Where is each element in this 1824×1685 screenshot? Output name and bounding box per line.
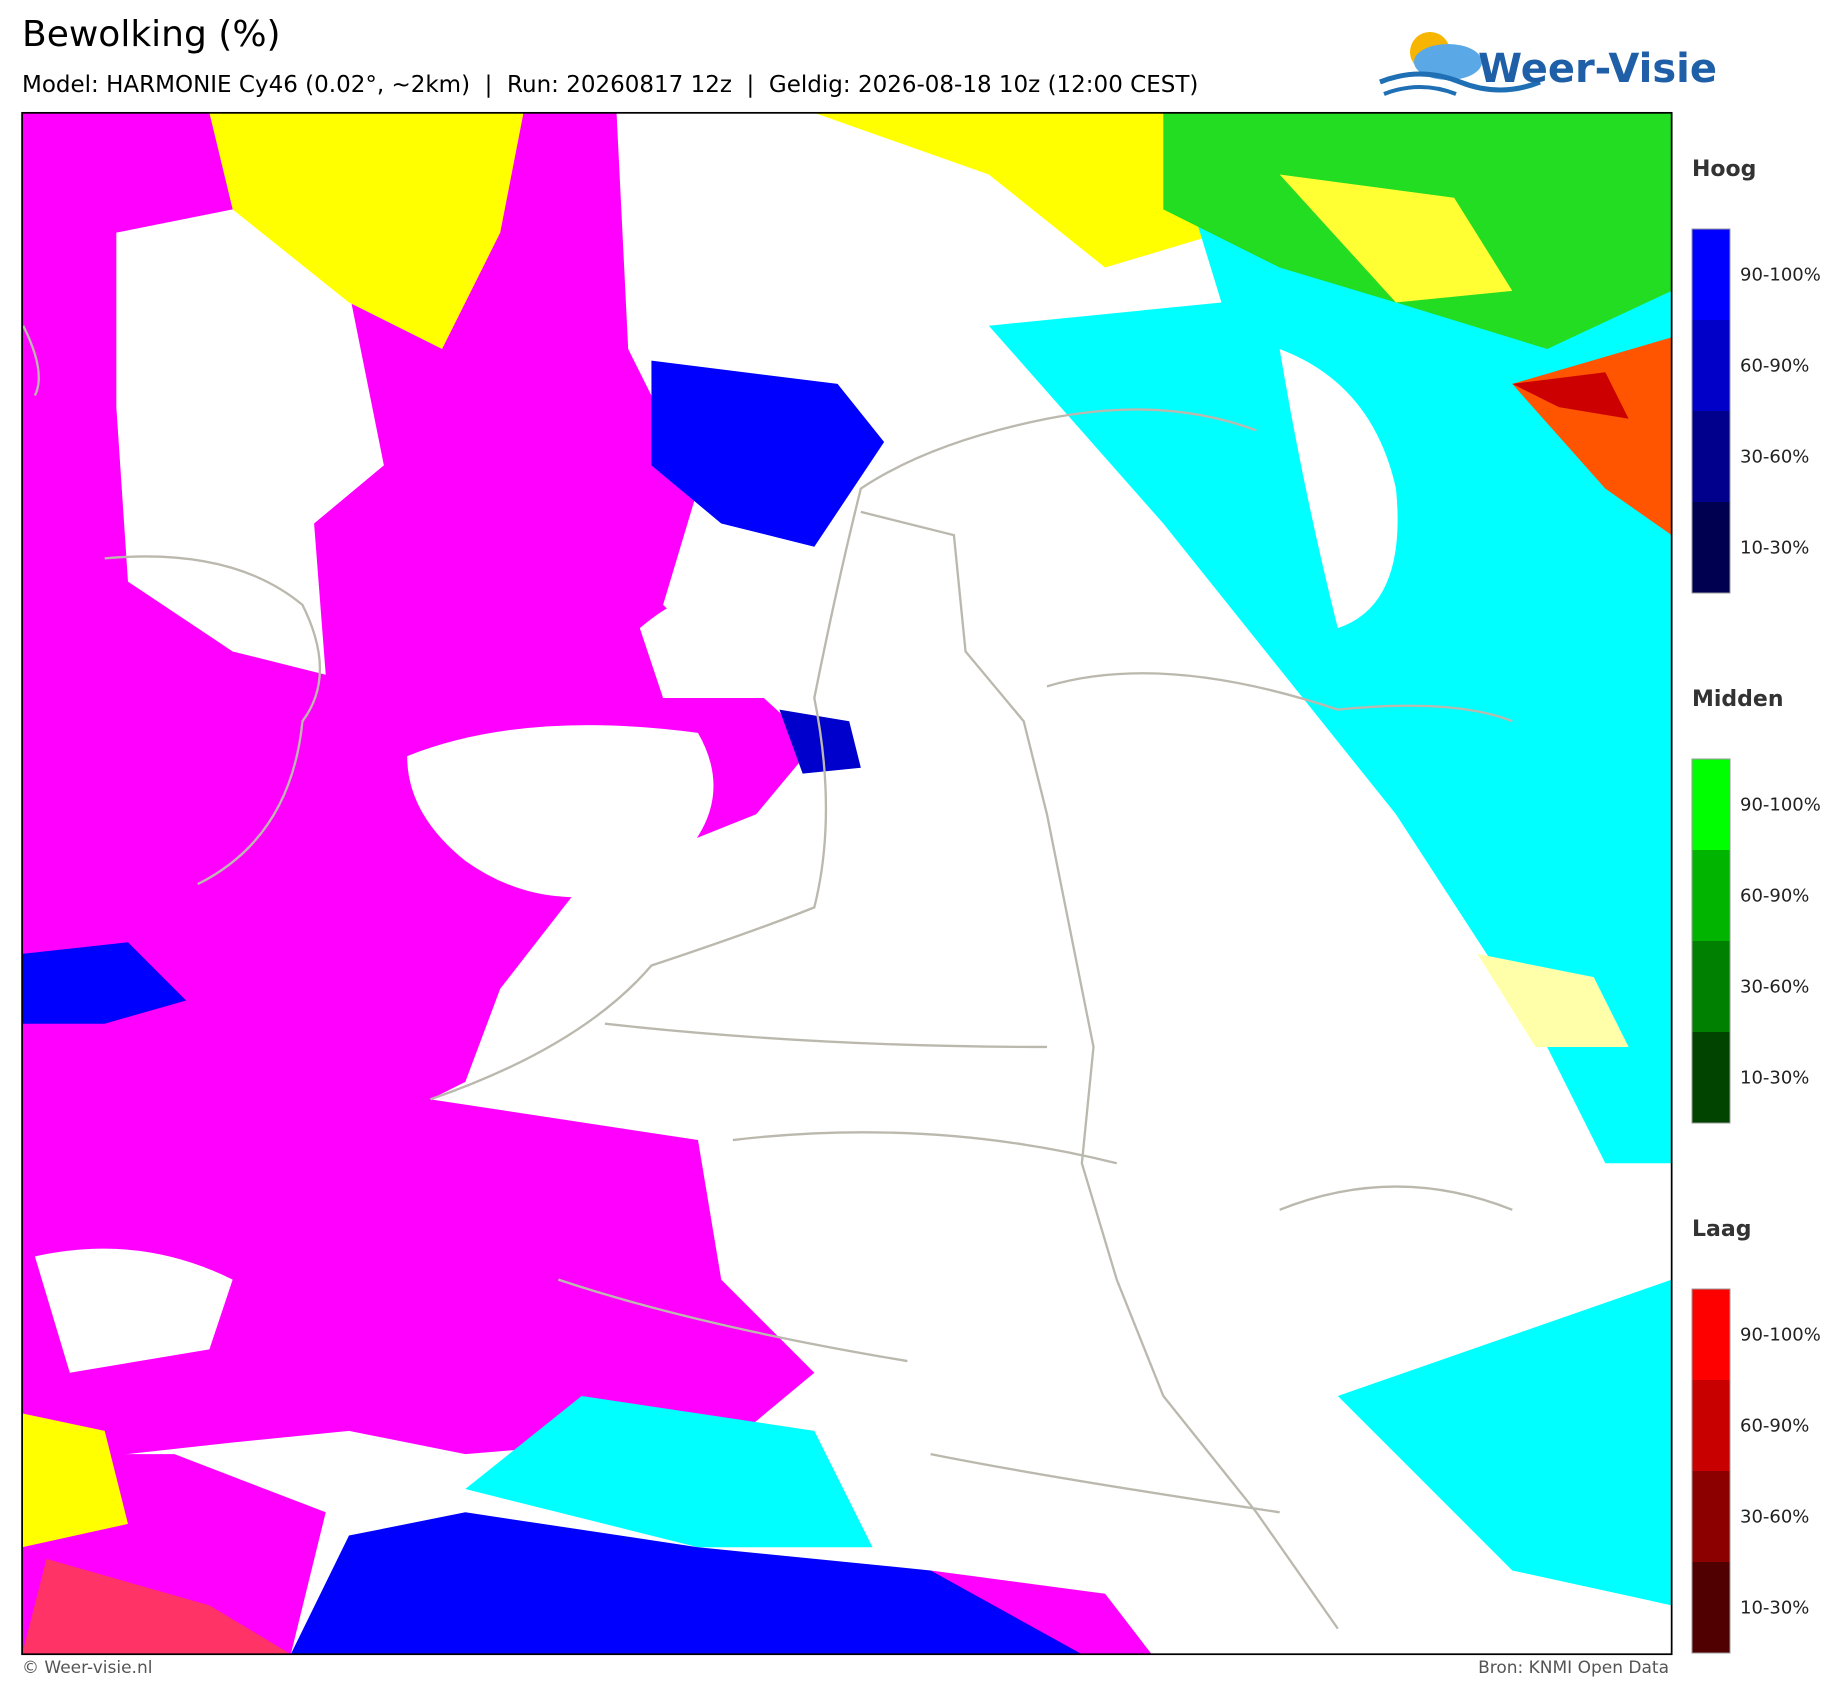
logo-text: Weer-Visie <box>1478 46 1717 92</box>
legend-swatch <box>1692 1562 1730 1653</box>
legend-swatch <box>1692 850 1730 941</box>
legend-label: 60-90% <box>1740 356 1809 377</box>
legend-heading: Hoog <box>1692 157 1756 182</box>
legend-heading: Midden <box>1692 687 1784 712</box>
legend-swatch <box>1692 1380 1730 1471</box>
legend-swatch <box>1692 1289 1730 1380</box>
legend-frame <box>1691 758 1731 1124</box>
legend-swatch <box>1692 411 1730 502</box>
legend-label: 30-60% <box>1740 977 1809 998</box>
legend-label: 30-60% <box>1740 1507 1809 1528</box>
legend-label: 90-100% <box>1740 795 1821 816</box>
legend-swatch <box>1692 759 1730 850</box>
legend-label: 90-100% <box>1740 265 1821 286</box>
title: Bewolking (%) <box>22 14 281 55</box>
legend-swatch <box>1692 1471 1730 1562</box>
legend-swatch <box>1692 941 1730 1032</box>
legend: Hoog 90-100% 60-90% 30-60% 10-30% Midden 90-10… <box>1691 157 1821 1654</box>
legend-swatch <box>1692 1032 1730 1123</box>
legend-label: 90-100% <box>1740 1325 1821 1346</box>
footer-right: Bron: KNMI Open Data <box>1478 1658 1669 1678</box>
legend-swatch <box>1692 502 1730 593</box>
legend-label: 30-60% <box>1740 447 1809 468</box>
legend-label: 10-30% <box>1740 1598 1809 1619</box>
subtitle: Model: HARMONIE Cy46 (0.02°, ~2km) | Run… <box>22 72 1198 98</box>
legend-label: 60-90% <box>1740 1416 1809 1437</box>
legend-swatch <box>1692 320 1730 411</box>
legend-swatch <box>1692 229 1730 320</box>
legend-heading: Laag <box>1692 1217 1751 1242</box>
legend-label: 60-90% <box>1740 886 1809 907</box>
legend-frame <box>1691 1288 1731 1654</box>
legend-label: 10-30% <box>1740 538 1809 559</box>
logo: Weer-Visie <box>1379 32 1717 96</box>
footer-left: © Weer-visie.nl <box>22 1658 152 1678</box>
map <box>21 111 1673 1656</box>
legend-frame <box>1691 228 1731 594</box>
legend-label: 10-30% <box>1740 1068 1809 1089</box>
